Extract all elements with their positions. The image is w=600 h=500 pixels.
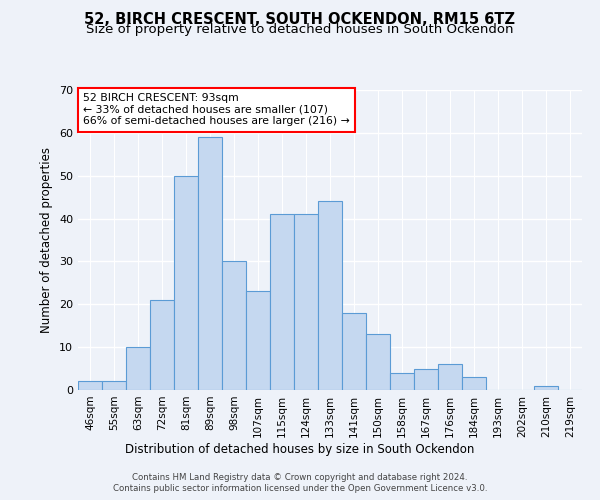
- Bar: [78, 382, 102, 390]
- Bar: [342, 313, 366, 390]
- Bar: [438, 364, 462, 390]
- Bar: [534, 386, 558, 390]
- Bar: [198, 137, 222, 390]
- Bar: [294, 214, 318, 390]
- Bar: [150, 300, 174, 390]
- Bar: [126, 347, 150, 390]
- Bar: [390, 373, 414, 390]
- Text: Contains HM Land Registry data © Crown copyright and database right 2024.: Contains HM Land Registry data © Crown c…: [132, 472, 468, 482]
- Text: 52, BIRCH CRESCENT, SOUTH OCKENDON, RM15 6TZ: 52, BIRCH CRESCENT, SOUTH OCKENDON, RM15…: [85, 12, 515, 28]
- Y-axis label: Number of detached properties: Number of detached properties: [40, 147, 53, 333]
- Bar: [462, 377, 486, 390]
- Bar: [318, 202, 342, 390]
- Bar: [270, 214, 294, 390]
- Bar: [222, 262, 246, 390]
- Text: Distribution of detached houses by size in South Ockendon: Distribution of detached houses by size …: [125, 442, 475, 456]
- Text: 52 BIRCH CRESCENT: 93sqm
← 33% of detached houses are smaller (107)
66% of semi-: 52 BIRCH CRESCENT: 93sqm ← 33% of detach…: [83, 93, 350, 126]
- Bar: [102, 382, 126, 390]
- Bar: [414, 368, 438, 390]
- Text: Contains public sector information licensed under the Open Government Licence v3: Contains public sector information licen…: [113, 484, 487, 493]
- Bar: [246, 292, 270, 390]
- Text: Size of property relative to detached houses in South Ockendon: Size of property relative to detached ho…: [86, 24, 514, 36]
- Bar: [366, 334, 390, 390]
- Bar: [174, 176, 198, 390]
